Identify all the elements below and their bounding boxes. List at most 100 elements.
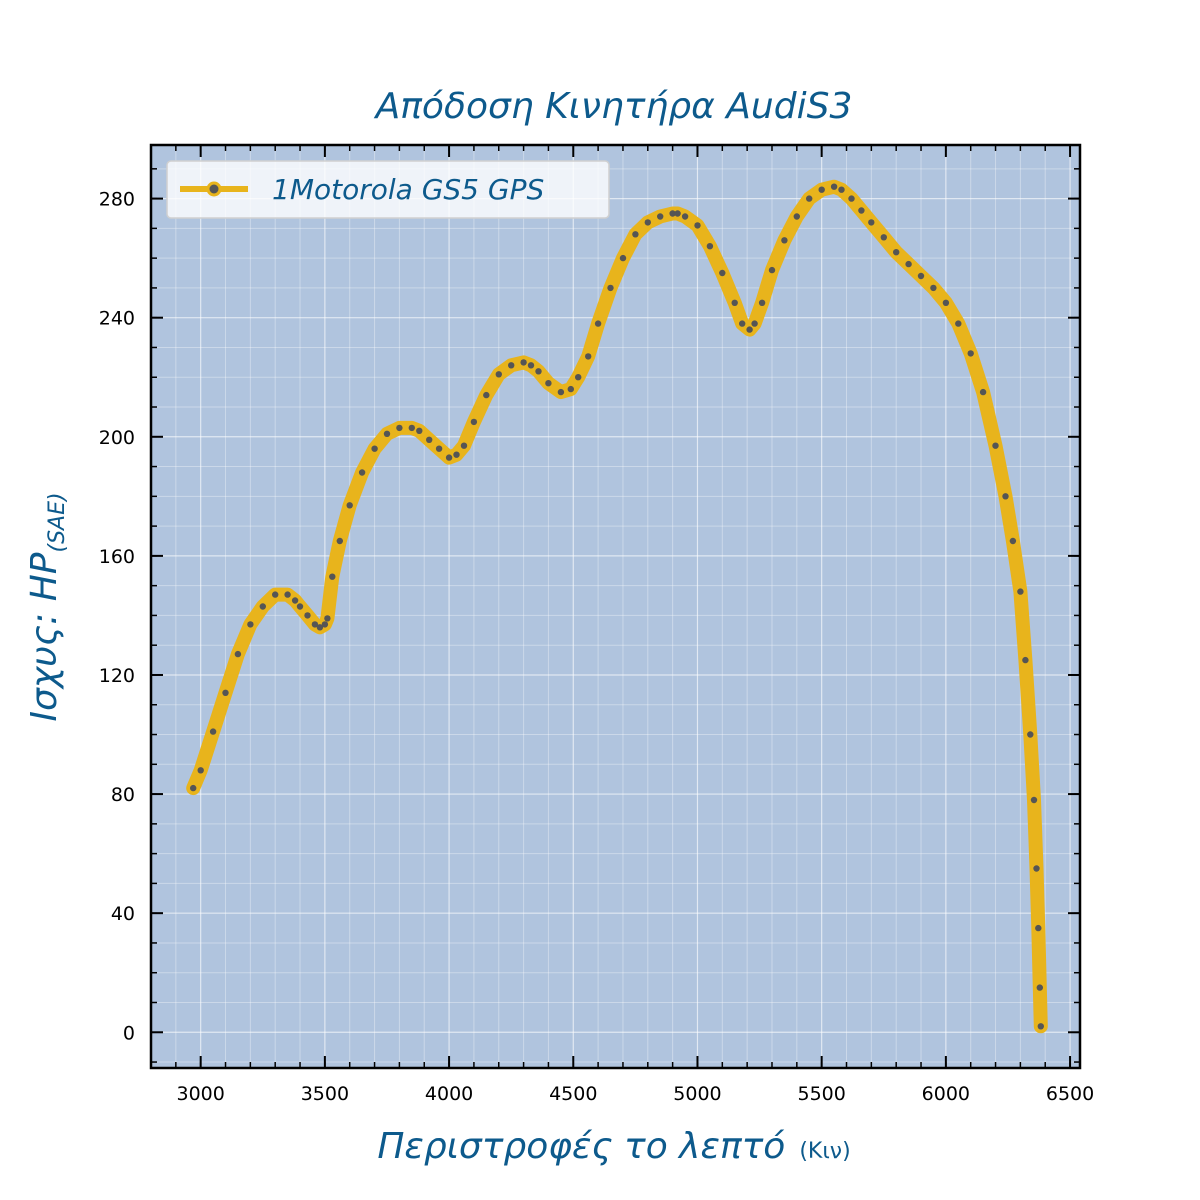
data-point xyxy=(324,615,331,622)
data-point xyxy=(806,195,813,202)
data-point xyxy=(495,371,502,378)
data-point xyxy=(942,299,950,306)
data-point xyxy=(470,418,478,426)
y-tick-label: 40 xyxy=(111,903,135,925)
data-point xyxy=(535,368,542,375)
x-tick-label: 4000 xyxy=(425,1083,473,1105)
data-point xyxy=(575,374,582,381)
data-point xyxy=(594,320,602,327)
data-point xyxy=(190,784,197,792)
y-axis-label: Ισχυς: HP(SAE) xyxy=(24,492,70,721)
data-point xyxy=(1002,493,1009,500)
x-tick-label: 6000 xyxy=(922,1083,970,1105)
data-point xyxy=(259,603,266,610)
data-point xyxy=(296,603,304,610)
data-point xyxy=(321,621,329,628)
y-tick-label: 80 xyxy=(111,784,135,806)
data-point xyxy=(674,210,681,217)
major-grid xyxy=(151,145,1080,1068)
y-axis-title: Ισχυς: HP xyxy=(24,552,65,721)
axis-ticks xyxy=(150,145,1080,1068)
minor-grid xyxy=(150,145,1080,1068)
data-point xyxy=(426,436,433,443)
data-point xyxy=(567,385,574,393)
data-point xyxy=(930,284,937,292)
x-axis-label: Περιστροφές το λεπτό (Κιν) xyxy=(377,1126,850,1167)
data-point xyxy=(893,249,900,256)
chart-title: Απόδοση Κινητήρα AudiS3 xyxy=(374,86,853,127)
data-point xyxy=(383,430,391,437)
data-point xyxy=(545,380,552,387)
data-point xyxy=(435,445,443,452)
data-point xyxy=(209,728,217,735)
data-point xyxy=(483,391,490,399)
data-point xyxy=(358,469,366,476)
y-tick-label: 240 xyxy=(99,308,135,330)
data-point xyxy=(669,210,676,217)
data-point xyxy=(311,621,319,628)
x-tick-labels: 3000 3500 4000 4500 5000 5500 6000 6500 xyxy=(176,1083,1094,1105)
data-point xyxy=(1030,796,1038,804)
data-point xyxy=(396,424,403,432)
data-point xyxy=(1037,1023,1045,1030)
data-point xyxy=(955,320,962,327)
data-point xyxy=(291,597,299,604)
data-point xyxy=(304,612,311,619)
data-point xyxy=(793,213,800,220)
data-point xyxy=(644,219,651,226)
data-point xyxy=(848,195,855,202)
y-tick-label: 0 xyxy=(123,1022,135,1044)
data-point xyxy=(272,591,279,598)
data-point xyxy=(607,284,614,292)
data-point xyxy=(329,573,336,580)
data-point xyxy=(706,243,714,250)
data-point xyxy=(197,767,204,774)
data-point xyxy=(719,269,726,277)
x-axis-unit: (Κιν) xyxy=(799,1139,850,1164)
data-point xyxy=(905,260,912,268)
y-tick-label: 200 xyxy=(99,427,135,449)
data-point xyxy=(336,537,343,545)
data-point xyxy=(838,186,845,193)
x-axis-title: Περιστροφές το λεπτό xyxy=(377,1126,785,1167)
data-point xyxy=(453,451,460,458)
x-tick-label: 3500 xyxy=(301,1083,349,1105)
data-point xyxy=(460,442,468,449)
data-point xyxy=(585,353,592,360)
data-point xyxy=(818,186,825,193)
y-tick-label: 280 xyxy=(99,189,135,211)
y-axis-subscript: (SAE) xyxy=(45,492,70,552)
x-tick-label: 6500 xyxy=(1046,1083,1094,1105)
data-point xyxy=(781,237,788,244)
data-point xyxy=(1027,731,1034,738)
legend: 1Motorola GS5 GPS xyxy=(166,160,610,219)
data-point xyxy=(247,621,254,628)
data-point xyxy=(992,442,999,449)
data-point xyxy=(657,213,664,220)
data-point xyxy=(868,219,875,226)
legend-box xyxy=(166,160,610,219)
data-point xyxy=(222,689,229,696)
data-point xyxy=(632,231,639,238)
data-point xyxy=(880,234,887,241)
data-point xyxy=(1017,588,1024,595)
data-point xyxy=(520,359,527,366)
data-point xyxy=(316,624,324,631)
data-point xyxy=(979,388,987,396)
data-point xyxy=(284,591,291,598)
data-point xyxy=(858,207,865,214)
data-point xyxy=(731,299,738,306)
data-point xyxy=(508,362,515,369)
series-layer xyxy=(186,179,1048,1034)
data-point xyxy=(619,254,627,262)
data-point xyxy=(1033,865,1040,872)
data-point xyxy=(1009,537,1017,545)
x-tick-label: 4500 xyxy=(549,1083,597,1105)
legend-label: 1Motorola GS5 GPS xyxy=(272,173,544,206)
data-point xyxy=(346,502,353,509)
data-point xyxy=(768,266,776,274)
data-point xyxy=(746,326,753,333)
x-tick-label: 3000 xyxy=(176,1083,224,1105)
x-tick-label: 5500 xyxy=(797,1083,845,1105)
